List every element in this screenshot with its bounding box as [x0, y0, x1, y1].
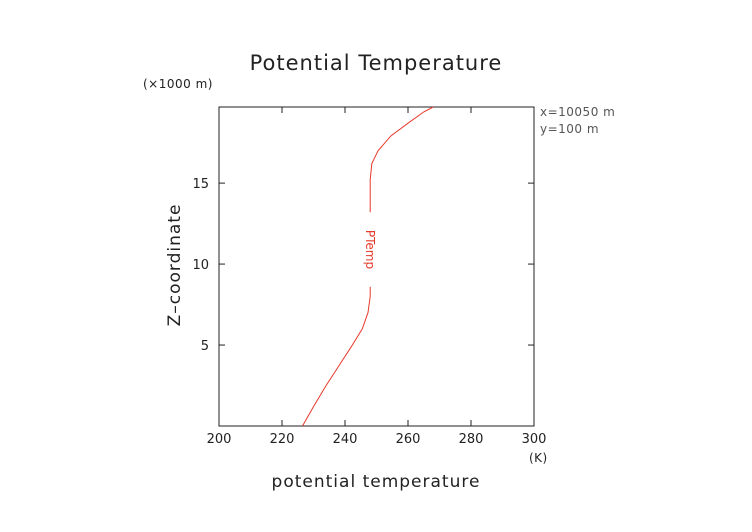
- x-tick-label: 220: [270, 432, 295, 447]
- x-tick-label: 240: [333, 432, 358, 447]
- x-tick-label: 300: [522, 432, 547, 447]
- x-tick-label: 200: [207, 432, 232, 447]
- x-unit-label: (K): [529, 451, 548, 465]
- y-tick-label: 5: [201, 339, 209, 354]
- series-label: PTemp: [363, 230, 377, 269]
- annotation-y-position: y=100 m: [540, 122, 599, 136]
- y-tick-label: 10: [192, 258, 209, 273]
- x-axis-label: potential temperature: [272, 472, 481, 492]
- series-line-upper: [369, 106, 434, 213]
- chart-title: Potential Temperature: [250, 51, 503, 75]
- plot-area: 200 220 240 260 280 300 5 10 15 PTemp: [192, 106, 547, 447]
- y-unit-label: (×1000 m): [143, 77, 213, 91]
- y-tick-label: 15: [192, 177, 209, 192]
- x-tick-label: 280: [459, 432, 484, 447]
- x-tick-label: 260: [396, 432, 421, 447]
- annotation-x-position: x=10050 m: [540, 105, 615, 119]
- plot-frame: [218, 106, 535, 427]
- series-line-lower: [302, 286, 371, 427]
- y-axis-label: Z–coordinate: [165, 204, 185, 327]
